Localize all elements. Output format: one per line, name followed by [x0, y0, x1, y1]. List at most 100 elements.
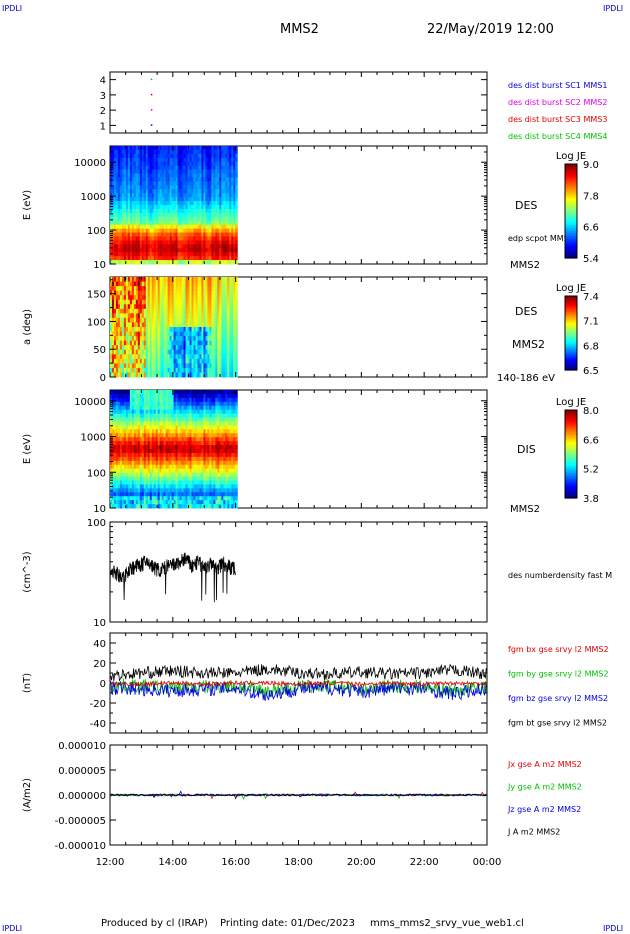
spectrogram-cell: [153, 149, 157, 155]
spectrogram-cell: [113, 468, 117, 474]
spectrogram-cell: [171, 252, 175, 257]
spectrogram-cell: [193, 277, 196, 283]
spectrogram-cell: [161, 313, 165, 319]
spectrogram-cell: [133, 429, 137, 434]
spectrogram-cell: [163, 236, 167, 241]
spectrogram-cell: [229, 236, 232, 241]
spectrogram-cell: [125, 464, 129, 470]
spectrogram-cell: [139, 317, 143, 323]
spectrogram-cell: [110, 304, 113, 310]
spectrogram-cell: [185, 390, 189, 395]
spectrogram-cell: [185, 201, 189, 206]
spectrogram-cell: [139, 460, 143, 466]
spectrogram-cell: [225, 290, 228, 296]
spectrogram-cell: [181, 401, 185, 407]
spectrogram-cell: [125, 460, 129, 466]
spectrogram-cell: [161, 260, 165, 265]
spectrogram-cell: [149, 425, 153, 430]
spectrogram-cell: [209, 185, 212, 190]
spectrogram-cell: [135, 327, 139, 333]
y-axis-label: E (eV): [22, 190, 33, 220]
spectrogram-cell: [177, 460, 181, 466]
spectrogram-cell: [115, 189, 119, 194]
spectrogram-cell: [131, 313, 135, 319]
spectrogram-cell: [127, 358, 131, 364]
spectrogram-cell: [119, 256, 123, 261]
spectrogram-cell: [191, 445, 194, 450]
spectrogram-cell: [161, 224, 165, 230]
spectrogram-cell: [141, 425, 145, 430]
spectrogram-cell: [191, 468, 194, 474]
spectrogram-cell: [163, 367, 167, 373]
spectrogram-cell: [213, 256, 216, 261]
spectrogram-cell: [111, 256, 115, 261]
spectrogram-cell: [149, 157, 153, 163]
spectrogram-cell: [139, 220, 143, 226]
colorbar-tick-label: 6.5: [583, 366, 599, 377]
spectrogram-cell: [159, 322, 163, 328]
spectrogram-cell: [211, 256, 214, 261]
spectrogram-cell: [229, 281, 232, 287]
spectrogram-cell: [157, 340, 161, 346]
spectrogram-cell: [139, 252, 143, 257]
colorbar-segment: [565, 226, 577, 229]
spectrogram-cell: [151, 445, 155, 450]
spectrogram-cell: [223, 336, 226, 342]
spectrogram-cell: [225, 177, 228, 182]
spectrogram-cell: [159, 189, 163, 194]
spectrogram-cell: [227, 205, 230, 210]
spectrogram-cell: [169, 248, 173, 253]
spectrogram-cell: [175, 208, 179, 214]
spectrogram-cell: [173, 252, 177, 257]
spectrogram-cell: [217, 299, 220, 305]
spectrogram-cell: [159, 295, 163, 301]
spectrogram-cell: [123, 405, 127, 411]
spectrogram-cell: [153, 169, 157, 175]
spectrogram-cell: [219, 295, 222, 301]
spectrogram-cell: [111, 260, 115, 265]
spectrogram-cell: [117, 433, 121, 438]
spectrogram-cell: [199, 220, 202, 226]
spectrogram-cell: [127, 299, 131, 305]
spectrogram-cell: [199, 336, 202, 342]
spectrogram-cell: [191, 449, 194, 454]
spectrogram-cell: [225, 224, 228, 230]
spectrogram-cell: [139, 397, 143, 403]
spectrogram-cell: [183, 340, 187, 346]
spectrogram-cell: [135, 449, 139, 454]
spectrogram-cell: [195, 173, 198, 178]
spectrogram-cell: [163, 363, 167, 369]
spectrogram-cell: [155, 437, 159, 442]
spectrogram-cell: [199, 331, 202, 337]
spectrogram-cell: [213, 349, 216, 355]
spectrogram-cell: [143, 480, 147, 485]
spectrogram-cell: [113, 504, 117, 509]
spectrogram-cell: [165, 240, 169, 245]
spectrogram-cell: [149, 177, 153, 182]
spectrogram-cell: [193, 153, 196, 159]
spectrogram-cell: [117, 149, 121, 155]
spectrogram-cell: [181, 468, 185, 474]
spectrogram-cell: [117, 169, 121, 175]
spectrogram-cell: [143, 295, 147, 301]
spectrogram-cell: [183, 417, 187, 422]
spectrogram-cell: [133, 480, 137, 485]
spectrogram-cell: [123, 367, 127, 373]
spectrogram-cell: [185, 205, 189, 210]
spectrogram-cell: [219, 252, 222, 257]
spectrogram-cell: [149, 504, 153, 509]
spectrogram-cell: [121, 169, 125, 175]
spectrogram-cell: [157, 445, 161, 450]
spectrogram-cell: [133, 460, 137, 466]
spectrogram-cell: [177, 397, 181, 403]
spectrogram-cell: [195, 317, 198, 323]
spectrogram-cell: [169, 405, 173, 411]
spectrogram-cell: [117, 413, 121, 419]
spectrogram-cell: [211, 290, 214, 296]
spectrogram-cell: [211, 220, 214, 226]
spectrogram-cell: [231, 161, 234, 167]
spectrogram-cell: [161, 504, 165, 509]
spectrogram-cell: [167, 224, 171, 230]
spectrogram-cell: [141, 500, 145, 505]
spectrogram-cell: [131, 185, 135, 190]
